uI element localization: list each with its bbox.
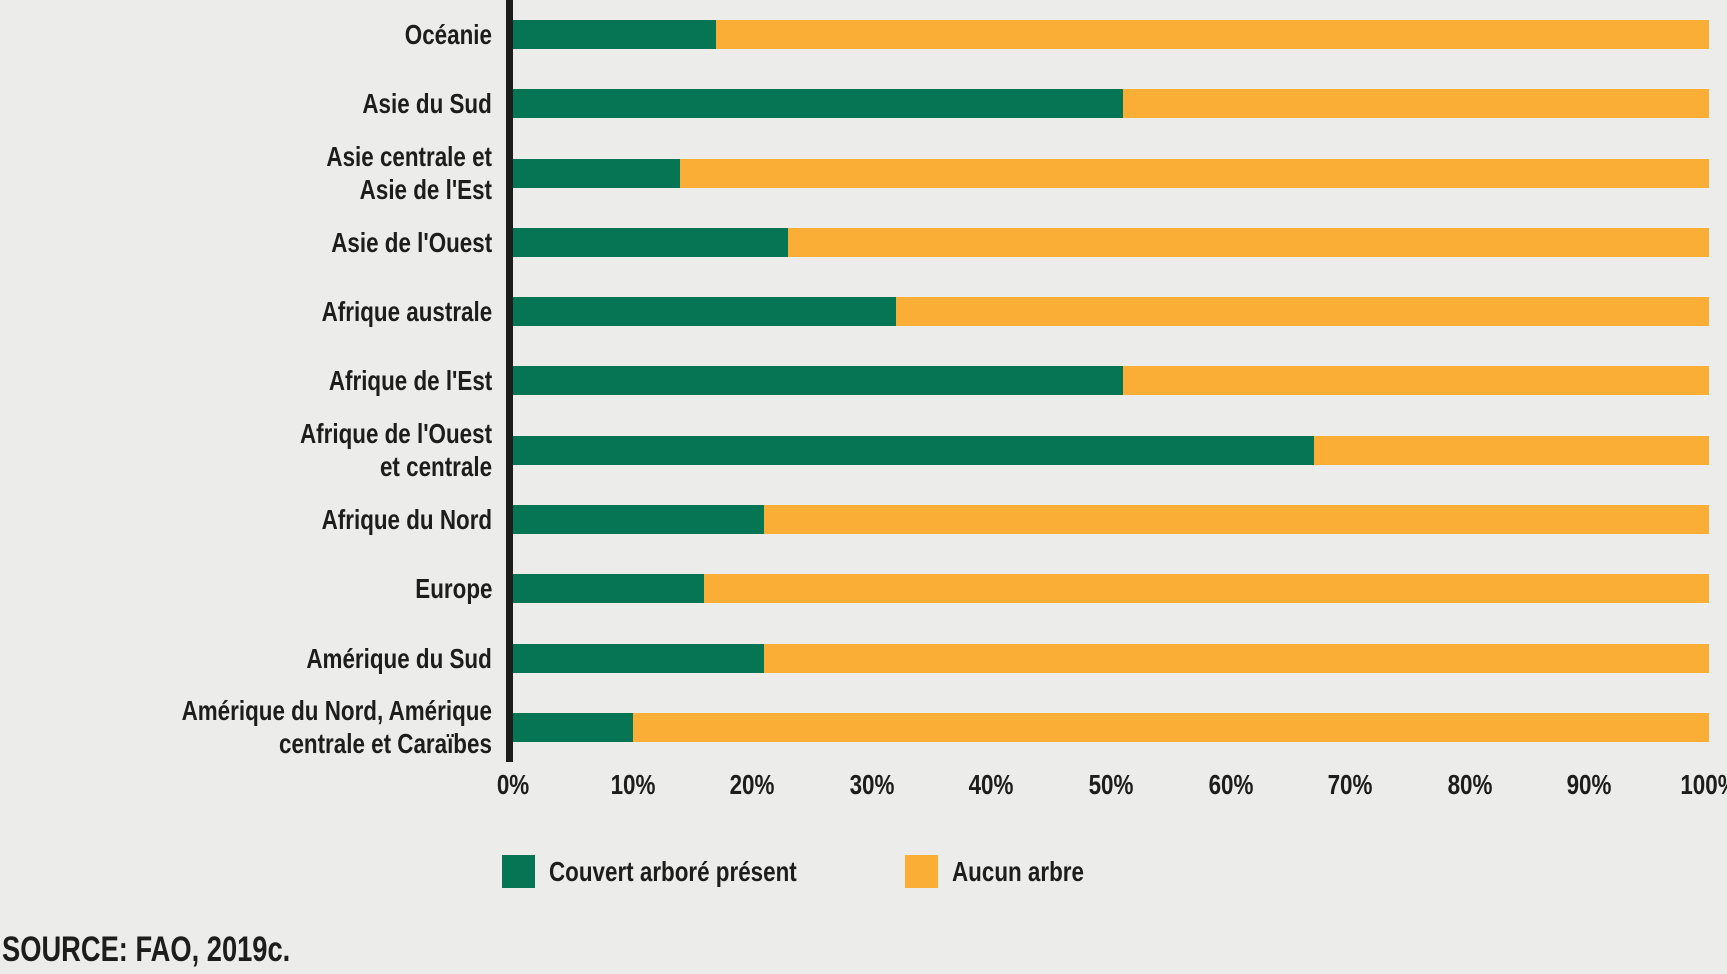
category-label: Afrique de l'Est	[328, 365, 492, 397]
x-tick-label: 80%	[1447, 769, 1493, 800]
legend-item: Couvert arboré présent	[502, 855, 859, 888]
bar-segment-couvert-arbore-present	[513, 643, 765, 673]
bar-segment-aucun-arbre	[716, 20, 1709, 50]
category-label: Asie de l'Ouest	[331, 226, 492, 258]
bar-row: Asie centrale et Asie de l'Est	[0, 139, 1709, 208]
x-tick-label: 50%	[1088, 769, 1134, 800]
legend-swatch	[904, 855, 938, 888]
category-label-box: Afrique du Nord	[0, 503, 492, 536]
bar-row: Afrique de l'Est	[0, 346, 1709, 415]
legend-item: Aucun arbre	[904, 855, 1117, 888]
stacked-bar	[513, 366, 1709, 396]
x-tick-label: 40%	[968, 769, 1014, 800]
bar-segment-couvert-arbore-present	[513, 366, 1123, 396]
category-label: Amérique du Sud	[306, 642, 492, 674]
bar-row: Océanie	[0, 0, 1709, 69]
bar-row: Afrique australe	[0, 277, 1709, 346]
bar-segment-aucun-arbre	[632, 712, 1709, 742]
bar-segment-couvert-arbore-present	[513, 89, 1123, 119]
bar-segment-aucun-arbre	[788, 227, 1709, 257]
legend-label: Couvert arboré présent	[549, 855, 797, 887]
category-label: Asie centrale et Asie de l'Est	[326, 141, 492, 206]
plot-rows: Océanie Asie du Sud Asie centrale et Asi…	[0, 0, 1709, 762]
x-tick-label: 30%	[849, 769, 895, 800]
stacked-bar	[513, 297, 1709, 327]
x-tick-label: 20%	[729, 769, 775, 800]
bar-segment-aucun-arbre	[895, 297, 1709, 327]
x-tick-label: 10%	[610, 769, 656, 800]
bar-segment-couvert-arbore-present	[513, 158, 681, 188]
bar-segment-couvert-arbore-present	[513, 574, 705, 604]
bar-segment-couvert-arbore-present	[513, 227, 789, 257]
bar-segment-couvert-arbore-present	[513, 297, 896, 327]
bar-segment-aucun-arbre	[1314, 435, 1709, 465]
category-label-box: Afrique de l'Ouest et centrale	[0, 417, 492, 483]
bar-segment-aucun-arbre	[1122, 89, 1709, 119]
bar-segment-couvert-arbore-present	[513, 712, 633, 742]
category-label: Amérique du Nord, Amérique centrale et C…	[181, 695, 492, 760]
category-label-box: Asie de l'Ouest	[0, 226, 492, 259]
category-label: Afrique du Nord	[321, 503, 492, 535]
category-label-box: Océanie	[0, 18, 492, 51]
stacked-bar	[513, 435, 1709, 465]
bar-row: Amérique du Nord, Amérique centrale et C…	[0, 693, 1709, 762]
category-label-box: Europe	[0, 572, 492, 605]
category-label-box: Afrique de l'Est	[0, 364, 492, 397]
stacked-bar	[513, 227, 1709, 257]
category-label: Europe	[414, 573, 492, 605]
bar-row: Afrique du Nord	[0, 485, 1709, 554]
stacked-bar	[513, 712, 1709, 742]
bar-segment-aucun-arbre	[764, 504, 1709, 534]
legend-label: Aucun arbre	[951, 855, 1084, 887]
stacked-bar	[513, 504, 1709, 534]
bar-segment-aucun-arbre	[764, 643, 1709, 673]
category-label-box: Asie centrale et Asie de l'Est	[0, 140, 492, 206]
category-label: Océanie	[404, 19, 492, 51]
stacked-bar	[513, 574, 1709, 604]
legend-swatch	[502, 855, 535, 888]
stacked-bar	[513, 20, 1709, 50]
stacked-bar	[513, 643, 1709, 673]
category-label: Asie du Sud	[362, 88, 492, 120]
stacked-bar	[513, 158, 1709, 188]
bar-segment-aucun-arbre	[680, 158, 1709, 188]
bar-row: Asie du Sud	[0, 69, 1709, 138]
category-label: Afrique de l'Ouest et centrale	[299, 418, 492, 483]
category-label-box: Afrique australe	[0, 295, 492, 328]
x-tick-label: 90%	[1566, 769, 1612, 800]
category-label: Afrique australe	[321, 296, 492, 328]
x-tick-label: 60%	[1208, 769, 1254, 800]
bar-segment-couvert-arbore-present	[513, 504, 765, 534]
x-axis-tick-labels: 0% 10% 20% 30% 40% 50% 60% 70% 80% 90% 100%	[497, 768, 1727, 804]
bar-segment-aucun-arbre	[1122, 366, 1709, 396]
stacked-bar	[513, 89, 1709, 119]
legend: Couvert arboré présent Aucun arbre	[502, 855, 1117, 888]
bar-segment-couvert-arbore-present	[513, 20, 717, 50]
bar-row: Europe	[0, 554, 1709, 623]
category-label-box: Amérique du Sud	[0, 642, 492, 675]
y-axis-line	[506, 0, 513, 762]
bar-row: Amérique du Sud	[0, 623, 1709, 692]
bar-segment-aucun-arbre	[704, 574, 1709, 604]
bar-row: Afrique de l'Ouest et centrale	[0, 416, 1709, 485]
source-text: SOURCE: FAO, 2019c.	[2, 930, 291, 969]
category-label-box: Asie du Sud	[0, 87, 492, 120]
bar-row: Asie de l'Ouest	[0, 208, 1709, 277]
x-tick-label: 70%	[1327, 769, 1373, 800]
x-tick-label: 100%	[1680, 769, 1727, 800]
category-label-box: Amérique du Nord, Amérique centrale et C…	[0, 694, 492, 760]
x-tick-label: 0%	[496, 769, 530, 800]
bar-segment-couvert-arbore-present	[513, 435, 1315, 465]
